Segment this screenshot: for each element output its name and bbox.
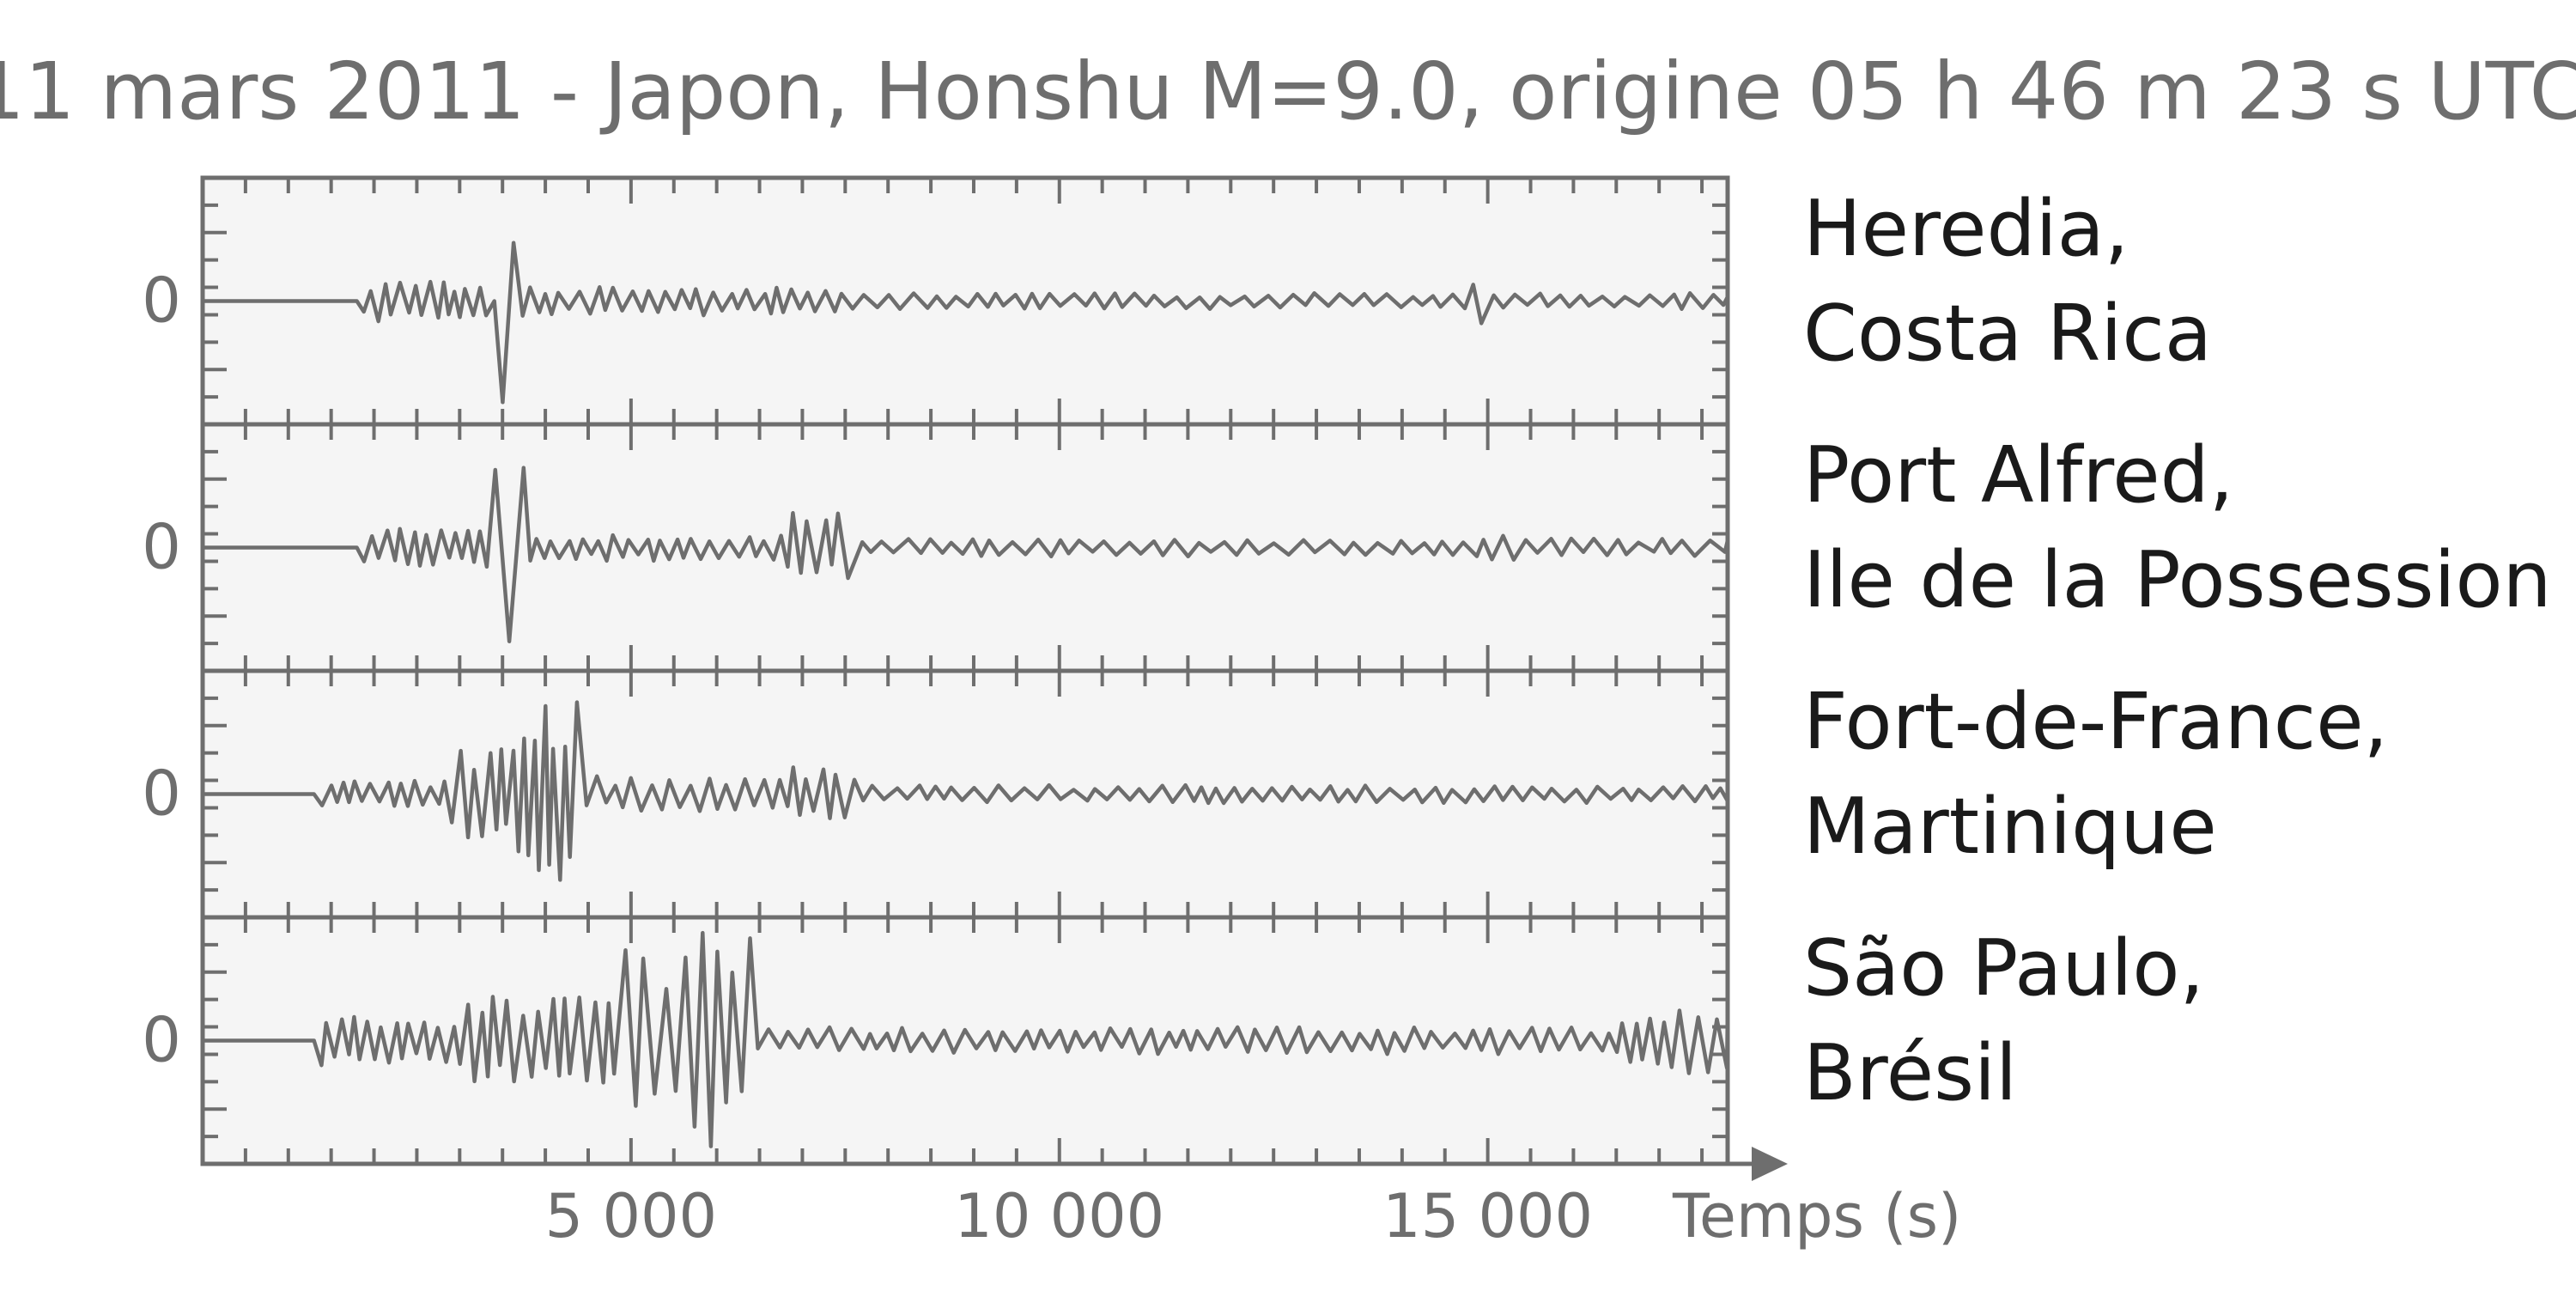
zero-label: 0: [142, 1004, 181, 1076]
station-label-fort-de-france: Martinique: [1803, 782, 2217, 872]
station-label-sao-paulo: São Paulo,: [1803, 923, 2204, 1014]
panel-ticks: [203, 178, 1728, 424]
panel-ticks: [203, 671, 1728, 917]
panel-port-alfred: 0 Port Alfred, Ile de la Possession: [142, 422, 2552, 673]
panel-ticks: [203, 424, 1728, 671]
seismogram-trace: [203, 241, 1729, 405]
x-tick-label: 15 000: [1382, 1181, 1593, 1251]
zero-label: 0: [142, 758, 181, 830]
station-label-heredia: Costa Rica: [1803, 289, 2212, 379]
station-label-heredia: Heredia,: [1803, 184, 2129, 274]
x-axis-arrow: [1752, 1147, 1788, 1181]
station-label-fort-de-france: Fort-de-France,: [1803, 677, 2388, 767]
panel-sao-paulo: 0 São Paulo, Brésil: [142, 915, 2204, 1166]
seismogram-trace: [203, 700, 1729, 882]
x-tick-label: 5 000: [545, 1181, 717, 1251]
panel-frame: [200, 915, 1730, 1166]
chart-title: 11 mars 2011 - Japon, Honshu M=9.0, orig…: [0, 46, 2576, 137]
zero-label: 0: [142, 511, 181, 583]
station-label-port-alfred: Ile de la Possession: [1803, 535, 2552, 625]
x-tick-label: 10 000: [954, 1181, 1164, 1251]
panel-ticks: [203, 917, 1728, 1164]
seismogram-trace: [203, 466, 1730, 643]
zero-label: 0: [142, 265, 181, 337]
x-axis: 5 000 10 000 15 000: [203, 1147, 1788, 1251]
panel-fort-de-france: 0 Fort-de-France, Martinique: [142, 668, 2388, 920]
x-axis-label: Temps (s): [1672, 1181, 1961, 1251]
panels: 0 Heredia, Costa Rica 0 Port Alfred, Ile de l…: [142, 175, 2552, 1166]
station-label-sao-paulo: Brésil: [1803, 1028, 2017, 1118]
panel-heredia: 0 Heredia, Costa Rica: [142, 175, 2212, 427]
seismogram-trace: [203, 930, 1730, 1148]
station-label-port-alfred: Port Alfred,: [1803, 430, 2233, 521]
